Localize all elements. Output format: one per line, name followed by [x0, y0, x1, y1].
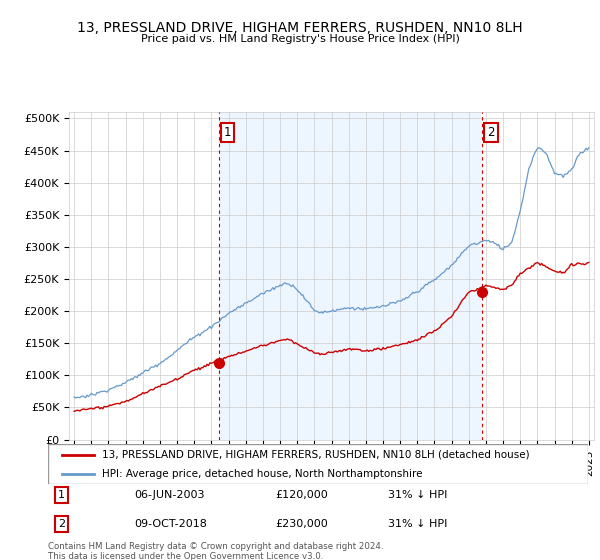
Text: £230,000: £230,000	[275, 519, 328, 529]
FancyBboxPatch shape	[48, 444, 588, 484]
Text: Contains HM Land Registry data © Crown copyright and database right 2024.
This d: Contains HM Land Registry data © Crown c…	[48, 542, 383, 560]
Text: 1: 1	[58, 491, 65, 501]
Text: 13, PRESSLAND DRIVE, HIGHAM FERRERS, RUSHDEN, NN10 8LH (detached house): 13, PRESSLAND DRIVE, HIGHAM FERRERS, RUS…	[102, 450, 530, 460]
Text: 31% ↓ HPI: 31% ↓ HPI	[388, 519, 448, 529]
Text: Price paid vs. HM Land Registry's House Price Index (HPI): Price paid vs. HM Land Registry's House …	[140, 34, 460, 44]
Text: HPI: Average price, detached house, North Northamptonshire: HPI: Average price, detached house, Nort…	[102, 469, 422, 479]
Bar	[219, 112, 482, 440]
Text: 06-JUN-2003: 06-JUN-2003	[134, 491, 205, 501]
Text: 2: 2	[487, 126, 494, 139]
Text: 2: 2	[58, 519, 65, 529]
Text: 09-OCT-2018: 09-OCT-2018	[134, 519, 207, 529]
Text: £120,000: £120,000	[275, 491, 328, 501]
Text: 1: 1	[224, 126, 232, 139]
Text: 31% ↓ HPI: 31% ↓ HPI	[388, 491, 448, 501]
Text: 13, PRESSLAND DRIVE, HIGHAM FERRERS, RUSHDEN, NN10 8LH: 13, PRESSLAND DRIVE, HIGHAM FERRERS, RUS…	[77, 21, 523, 35]
